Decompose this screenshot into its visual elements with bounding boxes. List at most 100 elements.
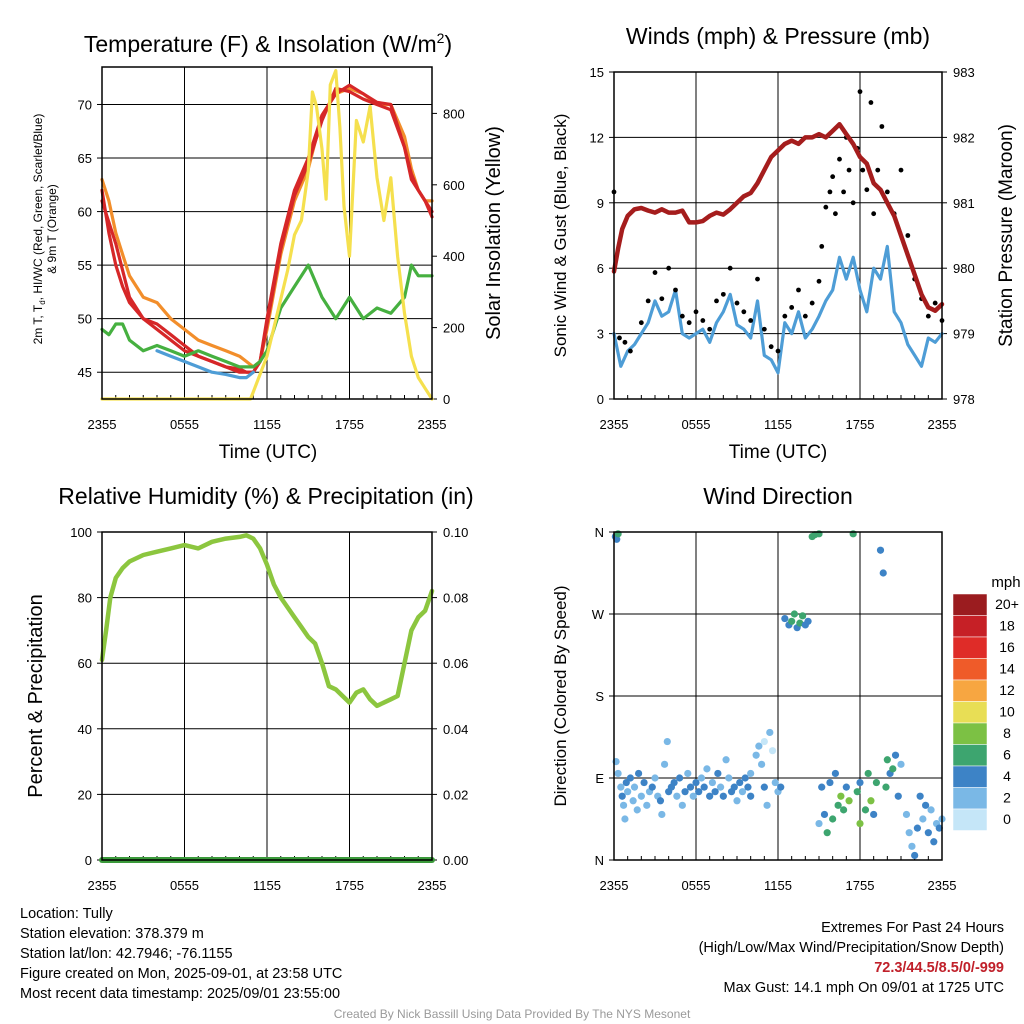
direction-point (733, 797, 741, 805)
gust-point (768, 344, 774, 350)
gust-point (673, 287, 678, 293)
direction-point (760, 737, 768, 746)
gust-point (686, 320, 692, 326)
direction-point (717, 783, 725, 791)
gust-point (617, 335, 622, 341)
direction-point (922, 801, 930, 809)
direction-point (711, 788, 719, 796)
direction-point (864, 769, 872, 778)
x-tick-label: 2355 (600, 878, 629, 893)
gust-point (782, 313, 788, 319)
direction-point (736, 778, 744, 787)
y-tick-label: 0 (85, 853, 92, 868)
legend-label: 14 (999, 661, 1015, 677)
direction-point (804, 617, 812, 625)
direction-point (891, 751, 900, 759)
extremes-subtitle: (High/Low/Max Wind/Precipitation/Snow De… (698, 940, 1004, 956)
y2-tick-label: 0.00 (443, 853, 468, 868)
direction-point (902, 810, 911, 819)
latlon-label: Station lat/lon: 42.7946; -76.1155 (20, 946, 233, 962)
direction-point (648, 783, 656, 791)
y-tick-label: 12 (590, 130, 604, 145)
direction-point (820, 810, 829, 819)
direction-point (706, 792, 714, 800)
gust-point (860, 167, 866, 173)
direction-point (935, 824, 943, 832)
y-tick-label: 40 (78, 722, 92, 737)
legend-swatch (952, 744, 988, 767)
gust-point (925, 313, 931, 319)
direction-point (882, 783, 890, 791)
direction-point (703, 765, 711, 773)
direction-point (908, 842, 916, 850)
x-tick-label: 1155 (764, 417, 792, 432)
gust-point (755, 276, 760, 282)
legend-swatch (952, 722, 988, 745)
series-line-s2 (100, 86, 434, 374)
direction-point (829, 815, 837, 823)
gust-point (850, 200, 856, 206)
gust-point (707, 326, 713, 332)
series-line-rh (99, 533, 435, 709)
y-axis-label-line2: & 9m T (Orange) (45, 184, 59, 274)
gust-point (846, 167, 852, 173)
direction-point (678, 801, 686, 809)
legend-label: 12 (999, 682, 1015, 698)
direction-point (700, 783, 708, 791)
x-tick-label: 1755 (335, 417, 364, 432)
elevation-label: Station elevation: 378.379 m (20, 926, 204, 942)
gust-point (659, 296, 665, 302)
direction-point (781, 614, 789, 623)
legend-swatch (952, 787, 988, 810)
direction-point (771, 778, 779, 787)
legend-label: 0 (1003, 811, 1011, 827)
extremes-info: Extremes For Past 24 Hours (High/Low/Max… (699, 918, 1004, 998)
gust-point (734, 300, 740, 306)
direction-point (768, 747, 777, 755)
gust-point (841, 189, 846, 195)
location-label: Location: Tully (20, 906, 113, 922)
y-tick-label: W (592, 607, 605, 622)
direction-point (633, 806, 641, 814)
y-tick-label: 60 (78, 656, 92, 671)
direction-point (919, 815, 927, 823)
plot-frame (101, 66, 433, 400)
direction-point (613, 535, 621, 543)
y2-tick-label: 979 (953, 327, 975, 342)
x-tick-label: 1155 (764, 878, 792, 893)
chart-panel-1: 2355 0555 1155 1755 2355 45 50 55 60 65 70 0 200 400 6… (31, 30, 505, 463)
direction-point (916, 792, 924, 800)
direction-point (876, 546, 885, 554)
chart-title: Relative Humidity (%) & Precipitation (i… (58, 483, 473, 509)
gust-point (898, 167, 904, 173)
direction-point (853, 788, 861, 796)
gust-point (827, 189, 833, 195)
gust-point (875, 167, 881, 173)
y2-tick-label: 400 (443, 249, 465, 264)
y2-axis-label: Station Pressure (Maroon) (996, 124, 1017, 347)
direction-point (837, 792, 845, 800)
direction-point (870, 810, 878, 819)
y-tick-label: 100 (70, 525, 92, 540)
direction-point (755, 742, 763, 750)
y-tick-label: 60 (78, 205, 92, 220)
direction-point (681, 788, 689, 796)
direction-point (660, 760, 669, 768)
gust-point (809, 300, 815, 306)
extremes-title: Extremes For Past 24 Hours (821, 920, 1004, 936)
legend-label: 16 (999, 639, 1015, 655)
direction-point (840, 806, 848, 814)
direction-point (637, 792, 645, 800)
x-tick-label: 2355 (600, 417, 629, 432)
series-line-s3 (155, 349, 255, 380)
direction-point (883, 756, 891, 764)
direction-point (643, 801, 651, 809)
legend-swatch (952, 636, 988, 659)
direction-point (670, 778, 678, 787)
gust-point (871, 211, 877, 217)
series-line-s4 (100, 263, 434, 369)
x-tick-label: 2355 (88, 878, 117, 893)
x-tick-label: 2355 (88, 417, 117, 432)
gust-point (720, 291, 726, 297)
gust-point (622, 339, 628, 345)
